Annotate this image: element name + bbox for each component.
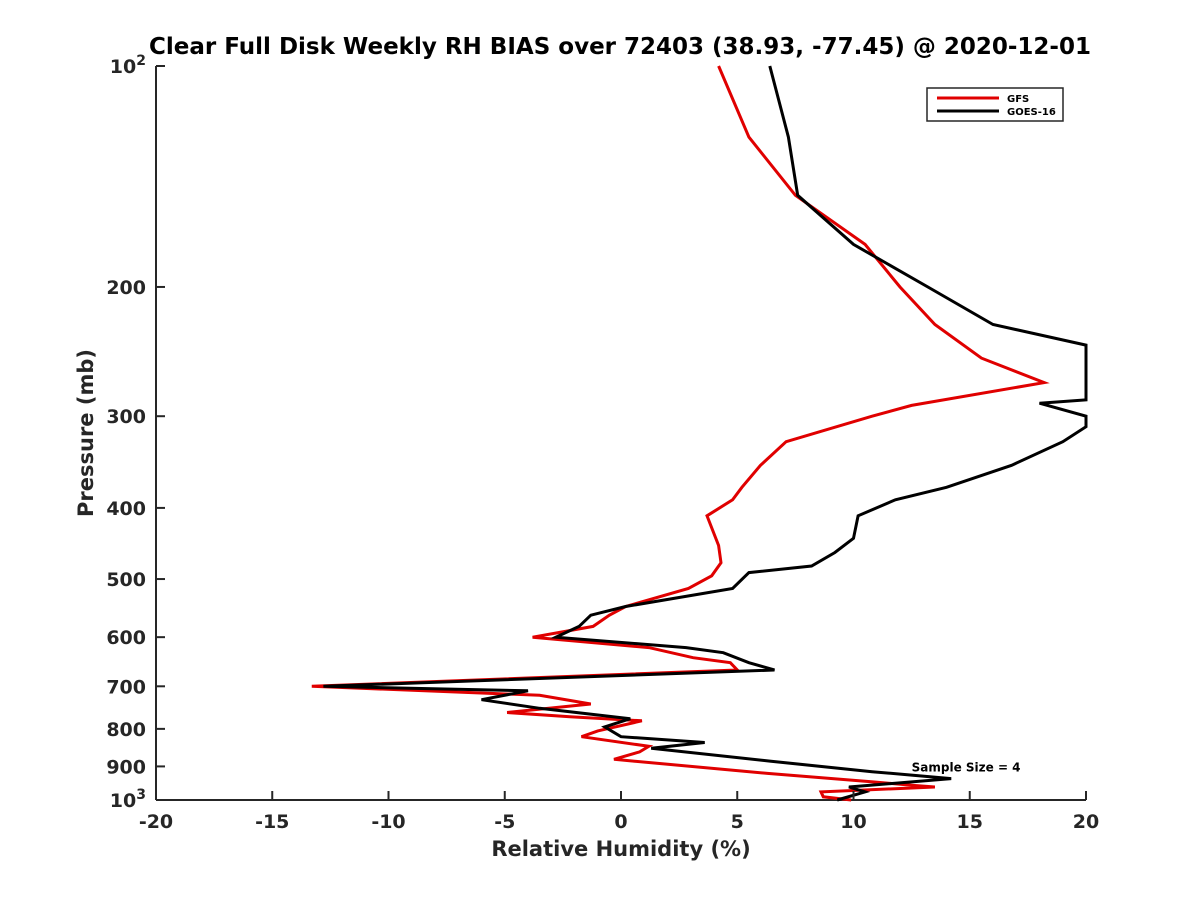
x-tick-label: -10	[371, 811, 405, 833]
x-tick-label: -20	[139, 811, 173, 833]
x-tick-label: 10	[840, 811, 866, 833]
y-tick-label: 700	[106, 676, 146, 698]
series-line-goes-16	[323, 65, 1088, 802]
y-tick-label: 900	[106, 756, 146, 778]
x-axis-ticks: -20 -15 -10 -5 0 5 10 15 20	[139, 791, 1099, 833]
legend-box	[926, 87, 1064, 122]
y-tick-label: 500	[106, 569, 146, 591]
y-axis-label: Pressure (mb)	[74, 349, 98, 517]
y-axis-ticks: 102 200 300 400 500 600 700 800 900 103	[106, 53, 165, 812]
x-tick-label: 5	[731, 811, 744, 833]
x-axis-label: Relative Humidity (%)	[491, 837, 750, 861]
chart-title: Clear Full Disk Weekly RH BIAS over 7240…	[149, 34, 1091, 60]
legend-label: GFS	[1007, 94, 1029, 105]
y-tick-label: 300	[106, 406, 146, 428]
y-tick-label: 800	[106, 719, 146, 741]
sample-size-annotation: Sample Size = 4	[912, 760, 1021, 774]
x-tick-label: -15	[255, 811, 289, 833]
plot-frame	[155, 66, 1086, 801]
y-tick-label: 200	[106, 277, 146, 299]
legend-label: GOES-16	[1007, 107, 1056, 118]
x-tick-label: 20	[1073, 811, 1099, 833]
y-tick-label: 103	[110, 787, 146, 812]
legend: GFS GOES-16	[926, 87, 1064, 122]
y-tick-label: 600	[106, 627, 146, 649]
x-tick-label: 0	[614, 811, 627, 833]
series-line-gfs	[311, 65, 1050, 802]
series-layer	[311, 65, 1088, 802]
x-tick-label: 15	[957, 811, 983, 833]
y-tick-label: 400	[106, 498, 146, 520]
x-tick-label: -5	[494, 811, 515, 833]
y-tick-label: 102	[110, 53, 146, 78]
